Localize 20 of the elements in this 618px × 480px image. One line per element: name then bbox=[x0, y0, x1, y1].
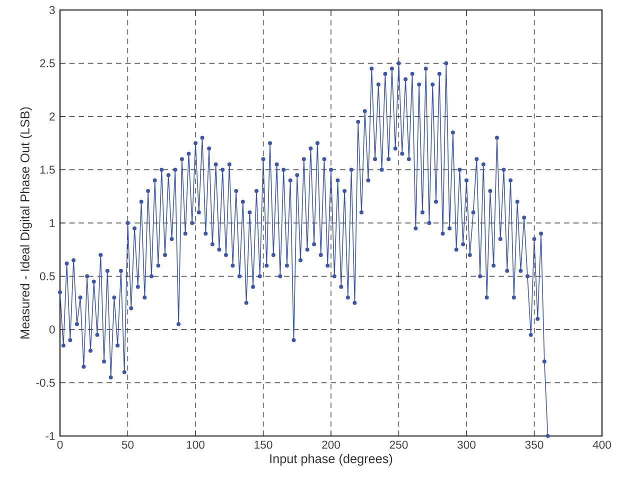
y-tick-label: 0 bbox=[49, 326, 55, 334]
x-tick-label: 0 bbox=[57, 440, 63, 449]
x-tick-label: 100 bbox=[186, 440, 205, 449]
y-tick-label: 2.5 bbox=[40, 59, 55, 68]
y-tick-label: 0.5 bbox=[40, 272, 55, 280]
x-tick-label: 350 bbox=[525, 440, 544, 449]
y-tick-label: 1 bbox=[50, 219, 55, 227]
y-tick-label: -1 bbox=[46, 432, 55, 440]
x-axis-title: Input phase (degrees) bbox=[270, 454, 392, 466]
y-axis-title: Measured - Ideal Digital Phase Out (LSB) bbox=[20, 107, 32, 338]
x-tick-label: 150 bbox=[254, 440, 272, 449]
x-tick-label: 50 bbox=[122, 440, 134, 449]
y-tick-label: 2 bbox=[50, 112, 55, 120]
y-tick-label: 3 bbox=[49, 6, 55, 14]
y-tick-label: 1.5 bbox=[40, 166, 55, 174]
x-tick-label: 250 bbox=[390, 440, 408, 449]
y-tick-label: -0.5 bbox=[36, 378, 55, 387]
x-tick-label: 200 bbox=[322, 440, 340, 449]
x-tick-label: 400 bbox=[592, 440, 611, 449]
x-tick-label: 300 bbox=[457, 440, 476, 449]
